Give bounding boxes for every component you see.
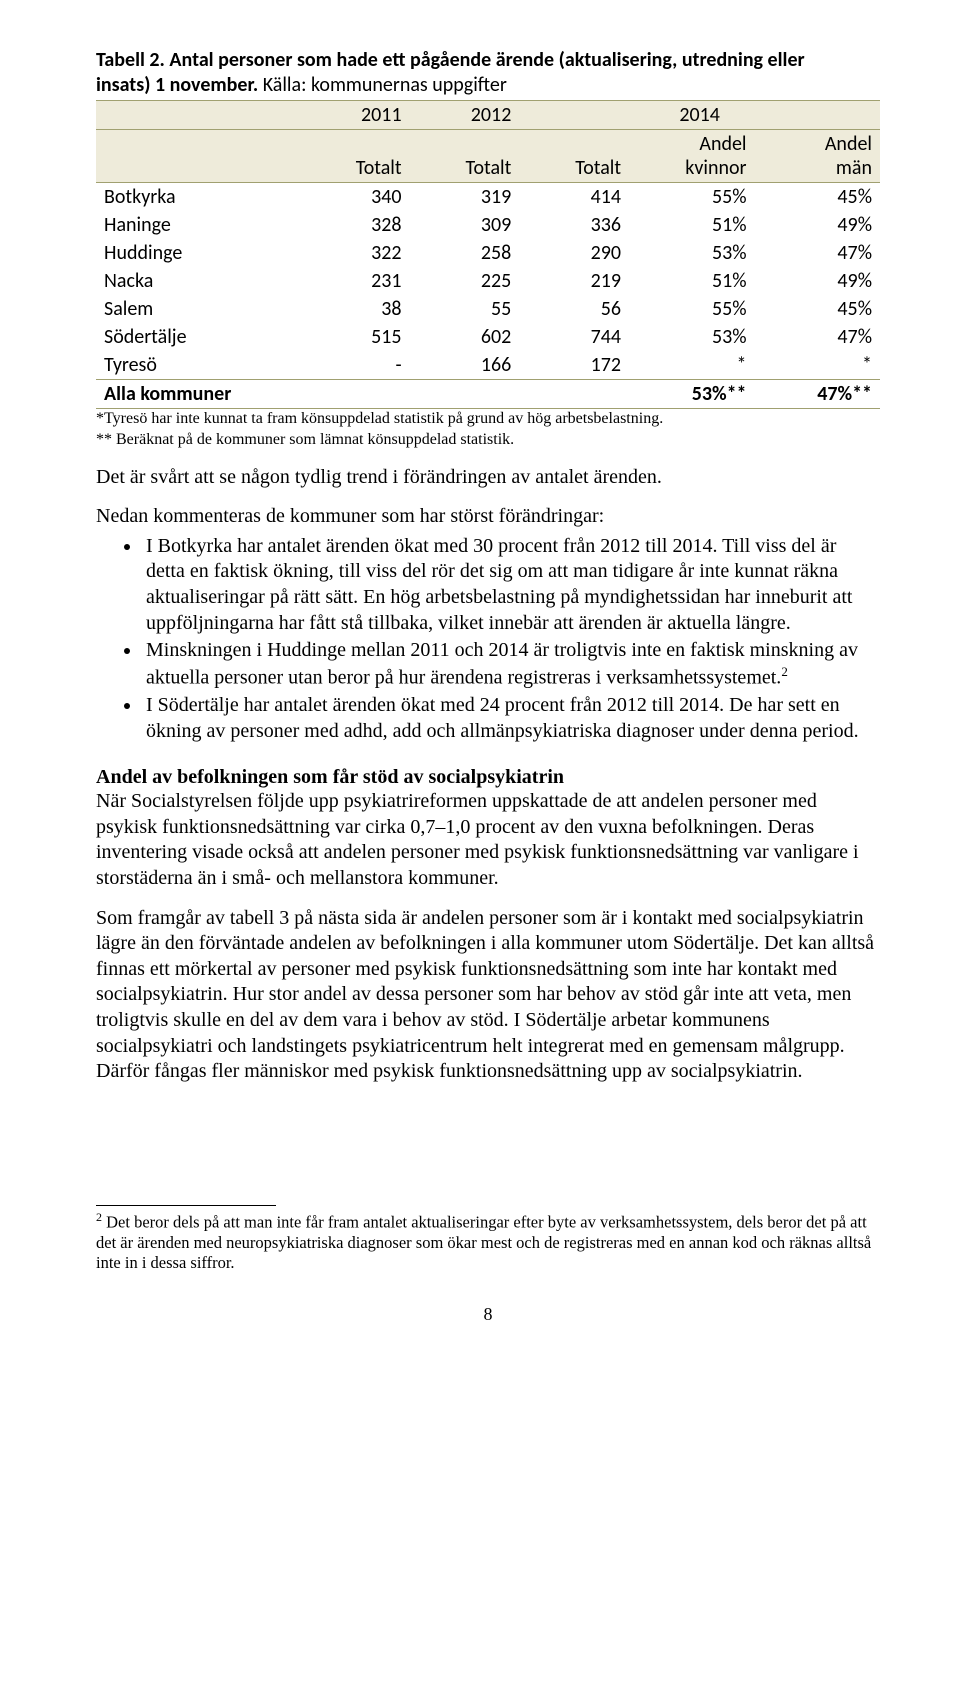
cell: 55% bbox=[629, 295, 754, 323]
table-row: Huddinge32225829053%47% bbox=[96, 239, 880, 267]
table-row: Södertälje51560274453%47% bbox=[96, 323, 880, 351]
cell: * bbox=[629, 351, 754, 380]
year-col: 2014 bbox=[519, 101, 880, 130]
paragraph: Som framgår av tabell 3 på nästa sida är… bbox=[96, 906, 880, 1085]
cell: 231 bbox=[300, 267, 410, 295]
table-total-row: Alla kommuner 53%** 47%** bbox=[96, 380, 880, 409]
list-item: I Botkyrka har antalet ärenden ökat med … bbox=[142, 534, 880, 636]
cell: 414 bbox=[519, 183, 629, 212]
footnote-text: 2 Det beror dels på att man inte får fra… bbox=[96, 1210, 880, 1274]
cell: 47% bbox=[755, 239, 880, 267]
cell: 49% bbox=[755, 211, 880, 239]
cell: 45% bbox=[755, 295, 880, 323]
bullet-intro: Nedan kommenteras de kommuner som har st… bbox=[96, 504, 880, 530]
page-number: 8 bbox=[96, 1304, 880, 1325]
cell: 53% bbox=[629, 239, 754, 267]
cell: 744 bbox=[519, 323, 629, 351]
row-label: Södertälje bbox=[96, 323, 300, 351]
cell: 172 bbox=[519, 351, 629, 380]
cell: 53% bbox=[629, 323, 754, 351]
cell: 319 bbox=[410, 183, 520, 212]
row-label: Salem bbox=[96, 295, 300, 323]
footnote-rule bbox=[96, 1205, 276, 1206]
footnote-ref: 2 bbox=[781, 664, 788, 679]
table-row: Tyresö-166172** bbox=[96, 351, 880, 380]
cell: 51% bbox=[629, 211, 754, 239]
table-footnote-1: *Tyresö har inte kunnat ta fram könsuppd… bbox=[96, 409, 880, 430]
cell: 328 bbox=[300, 211, 410, 239]
table-title-line1: Tabell 2. Antal personer som hade ett på… bbox=[96, 48, 805, 72]
table-footnote-2: ** Beräknat på de kommuner som lämnat kö… bbox=[96, 430, 880, 451]
section-heading: Andel av befolkningen som får stöd av so… bbox=[96, 766, 880, 789]
cell: 56 bbox=[519, 295, 629, 323]
page: Tabell 2. Antal personer som hade ett på… bbox=[0, 0, 960, 1365]
cell: * bbox=[755, 351, 880, 380]
paragraph: När Socialstyrelsen följde upp psykiatri… bbox=[96, 789, 880, 891]
table-row: Haninge32830933651%49% bbox=[96, 211, 880, 239]
cell: 49% bbox=[755, 267, 880, 295]
cell: 51% bbox=[629, 267, 754, 295]
cell: 515 bbox=[300, 323, 410, 351]
cell: 225 bbox=[410, 267, 520, 295]
paragraph: Det är svårt att se någon tydlig trend i… bbox=[96, 465, 880, 491]
list-item: I Södertälje har antalet ärenden ökat me… bbox=[142, 693, 880, 744]
bullet-list: I Botkyrka har antalet ärenden ökat med … bbox=[96, 534, 880, 744]
table-header-years: 2011 2012 2014 bbox=[96, 101, 880, 130]
row-label: Botkyrka bbox=[96, 183, 300, 212]
cell: 219 bbox=[519, 267, 629, 295]
cell: 166 bbox=[410, 351, 520, 380]
cell: - bbox=[300, 351, 410, 380]
table-title-line3: Källa: kommunernas uppgifter bbox=[263, 73, 507, 97]
cell: 55 bbox=[410, 295, 520, 323]
cell: 336 bbox=[519, 211, 629, 239]
cell: 47% bbox=[755, 323, 880, 351]
table-row: Botkyrka34031941455%45% bbox=[96, 183, 880, 212]
year-col: 2011 bbox=[300, 101, 410, 130]
table-row: Salem38555655%45% bbox=[96, 295, 880, 323]
cell: 309 bbox=[410, 211, 520, 239]
row-label: Tyresö bbox=[96, 351, 300, 380]
row-label: Haninge bbox=[96, 211, 300, 239]
cell: 322 bbox=[300, 239, 410, 267]
cell: 45% bbox=[755, 183, 880, 212]
cell: 55% bbox=[629, 183, 754, 212]
cell: 38 bbox=[300, 295, 410, 323]
table-title-line2: insats) 1 november. bbox=[96, 73, 258, 97]
year-col: 2012 bbox=[410, 101, 520, 130]
table-header-labels: Totalt Totalt Totalt Andelkvinnor Andelm… bbox=[96, 130, 880, 183]
row-label: Nacka bbox=[96, 267, 300, 295]
cell: 290 bbox=[519, 239, 629, 267]
cell: 340 bbox=[300, 183, 410, 212]
list-item: Minskningen i Huddinge mellan 2011 och 2… bbox=[142, 638, 880, 691]
cell: 602 bbox=[410, 323, 520, 351]
table-row: Nacka23122521951%49% bbox=[96, 267, 880, 295]
cell: 258 bbox=[410, 239, 520, 267]
data-table: 2011 2012 2014 Totalt Totalt Totalt Ande… bbox=[96, 100, 880, 409]
row-label: Huddinge bbox=[96, 239, 300, 267]
table-title: Tabell 2. Antal personer som hade ett på… bbox=[96, 48, 880, 98]
